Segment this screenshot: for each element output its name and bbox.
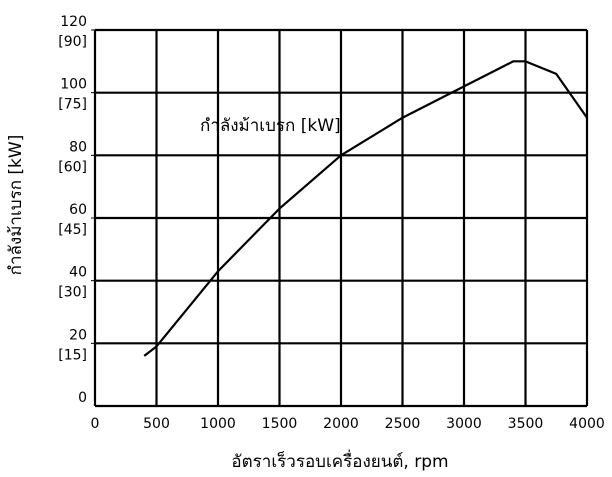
line [143, 60, 588, 357]
y-tick-label: 0 [78, 390, 87, 406]
x-tick-label: 500 [143, 416, 170, 432]
x-tick-label: 2500 [385, 416, 421, 432]
x-tick-label: 3500 [508, 416, 544, 432]
y-axis-label: กำลังม้าเบรก [kW] [6, 135, 26, 276]
x-tick-label: 3000 [446, 416, 482, 432]
x-tick-label: 1000 [200, 416, 236, 432]
y-kw-tick-label: [15] [58, 347, 87, 363]
y-tick-label: 100 [60, 77, 87, 93]
x-axis-label: อัตราเร็วรอบเครื่องยนต์, rpm [231, 449, 448, 472]
y-kw-tick-label: [75] [58, 97, 87, 113]
y-tick-label: 20 [69, 327, 87, 343]
annotation: กำลังม้าเบรก [kW] [200, 116, 341, 136]
x-tick-label: 2000 [323, 416, 359, 432]
y-kw-tick-label: [60] [58, 159, 87, 175]
y-tick-label: 80 [69, 139, 87, 155]
x-tick-label: 4000 [569, 416, 605, 432]
x-tick-label: 0 [91, 416, 100, 432]
y-kw-tick-label: [45] [58, 222, 87, 238]
y-tick-label: 40 [69, 265, 87, 281]
x-tick-label: 1500 [262, 416, 298, 432]
y-tick-label: 120 [60, 14, 87, 30]
y-tick-label: 60 [69, 202, 87, 218]
y-kw-tick-label: [90] [58, 34, 87, 50]
y-kw-tick-label: [30] [58, 285, 87, 301]
